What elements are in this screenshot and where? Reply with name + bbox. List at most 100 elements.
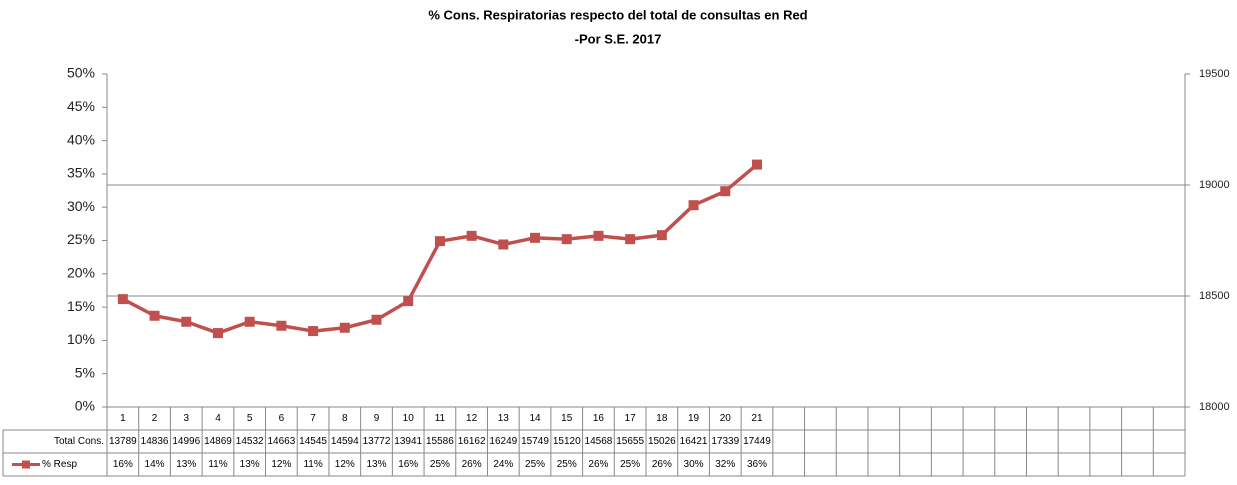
y-tick-label: 20% bbox=[67, 265, 95, 281]
point-marker bbox=[276, 320, 287, 331]
x-tick-label: 12 bbox=[466, 413, 478, 424]
table-cell: 14836 bbox=[141, 436, 169, 447]
y-tick-label: 50% bbox=[67, 65, 95, 81]
table-cell: 13% bbox=[366, 459, 386, 470]
y-tick-label: 5% bbox=[75, 364, 95, 380]
table-cell: 24% bbox=[493, 459, 513, 470]
x-tick-label: 15 bbox=[561, 413, 573, 424]
x-tick-label: 19 bbox=[688, 413, 700, 424]
point-marker bbox=[656, 230, 667, 241]
point-marker bbox=[720, 186, 731, 197]
point-marker bbox=[530, 232, 541, 243]
legend-label: % Resp bbox=[42, 459, 77, 470]
x-tick-label: 6 bbox=[279, 413, 285, 424]
x-tick-label: 16 bbox=[593, 413, 605, 424]
x-tick-label: 3 bbox=[183, 413, 189, 424]
x-tick-label: 2 bbox=[152, 413, 158, 424]
x-tick-label: 1 bbox=[120, 413, 126, 424]
point-marker bbox=[751, 159, 762, 170]
table-cell: 16% bbox=[113, 459, 133, 470]
y-tick-label: 45% bbox=[67, 98, 95, 114]
table-cell: 25% bbox=[557, 459, 577, 470]
x-tick-label: 10 bbox=[403, 413, 415, 424]
x-tick-label: 21 bbox=[751, 413, 763, 424]
table-cell: 12% bbox=[271, 459, 291, 470]
point-marker bbox=[434, 236, 445, 247]
table-cell: 14869 bbox=[204, 436, 232, 447]
table-cell: 12% bbox=[335, 459, 355, 470]
x-tick-label: 7 bbox=[310, 413, 316, 424]
table-cell: 25% bbox=[525, 459, 545, 470]
x-tick-label: 18 bbox=[656, 413, 668, 424]
chart-subtitle: -Por S.E. 2017 bbox=[575, 31, 662, 46]
table-cell: 14568 bbox=[585, 436, 613, 447]
table-cell: 14663 bbox=[267, 436, 295, 447]
table-cell: 15655 bbox=[616, 436, 644, 447]
table-cell: 16249 bbox=[489, 436, 517, 447]
table-cell: 14% bbox=[145, 459, 165, 470]
table-cell: 14594 bbox=[331, 436, 359, 447]
table-cell: 11% bbox=[303, 459, 322, 470]
point-marker bbox=[688, 200, 699, 211]
table-cell: 16421 bbox=[680, 436, 708, 447]
x-tick-label: 13 bbox=[498, 413, 510, 424]
table-cell: 32% bbox=[715, 459, 735, 470]
table-cell: 14532 bbox=[236, 436, 264, 447]
y-tick-label: 15% bbox=[67, 298, 95, 314]
table-cell: 25% bbox=[430, 459, 450, 470]
x-tick-label: 9 bbox=[374, 413, 380, 424]
point-marker bbox=[498, 239, 509, 250]
x-tick-label: 20 bbox=[720, 413, 732, 424]
row-label: Total Cons. bbox=[54, 436, 104, 447]
table-cell: 15120 bbox=[553, 436, 581, 447]
table-cell: 13772 bbox=[363, 436, 391, 447]
point-marker bbox=[117, 294, 128, 305]
y-tick-label: 10% bbox=[67, 331, 95, 347]
table-cell: 15026 bbox=[648, 436, 676, 447]
table-cell: 26% bbox=[652, 459, 672, 470]
x-tick-label: 4 bbox=[215, 413, 221, 424]
table-cell: 36% bbox=[747, 459, 767, 470]
table-cell: 13% bbox=[176, 459, 196, 470]
x-tick-label: 5 bbox=[247, 413, 253, 424]
point-marker bbox=[466, 230, 477, 241]
y2-tick-label: 18500 bbox=[1199, 290, 1230, 302]
table-cell: 13941 bbox=[394, 436, 422, 447]
table-cell: 30% bbox=[684, 459, 704, 470]
y-tick-label: 0% bbox=[75, 398, 95, 414]
legend-marker bbox=[22, 460, 30, 469]
y2-tick-label: 18000 bbox=[1199, 401, 1230, 413]
table-cell: 26% bbox=[462, 459, 482, 470]
table-cell: 25% bbox=[620, 459, 640, 470]
x-tick-label: 17 bbox=[625, 413, 637, 424]
point-marker bbox=[593, 230, 604, 241]
x-tick-label: 14 bbox=[529, 413, 541, 424]
table-cell: 17339 bbox=[711, 436, 739, 447]
y2-tick-label: 19000 bbox=[1199, 179, 1230, 191]
point-marker bbox=[181, 316, 192, 327]
table-cell: 14996 bbox=[172, 436, 200, 447]
point-marker bbox=[244, 316, 255, 327]
table-cell: 14545 bbox=[299, 436, 327, 447]
y-tick-label: 35% bbox=[67, 165, 95, 181]
table-cell: 15586 bbox=[426, 436, 454, 447]
point-marker bbox=[339, 322, 350, 333]
point-marker bbox=[212, 328, 223, 339]
point-marker bbox=[561, 234, 572, 245]
x-tick-label: 11 bbox=[435, 413, 446, 424]
x-tick-label: 8 bbox=[342, 413, 348, 424]
table-cell: 17449 bbox=[743, 436, 771, 447]
point-marker bbox=[149, 310, 160, 321]
y2-tick-label: 19500 bbox=[1199, 68, 1230, 80]
table-cell: 11% bbox=[208, 459, 227, 470]
table-cell: 16% bbox=[398, 459, 418, 470]
point-marker bbox=[403, 296, 414, 307]
series-line bbox=[122, 163, 759, 335]
table-cell: 13% bbox=[240, 459, 260, 470]
table-cell: 26% bbox=[588, 459, 608, 470]
table-cell: 15749 bbox=[521, 436, 549, 447]
y-tick-label: 40% bbox=[67, 131, 95, 147]
table-cell: 16162 bbox=[458, 436, 486, 447]
y-tick-label: 25% bbox=[67, 231, 95, 247]
